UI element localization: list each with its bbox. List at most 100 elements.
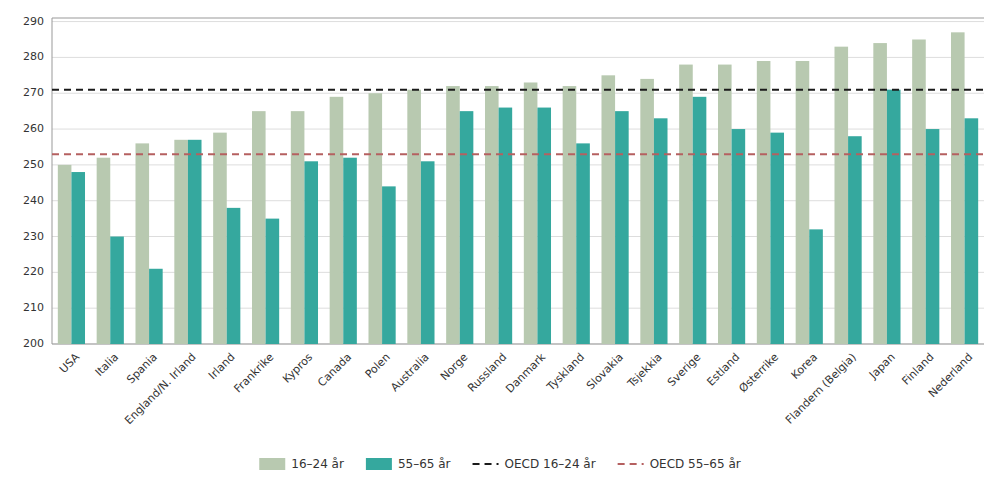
bar xyxy=(718,65,732,344)
bar xyxy=(848,136,862,344)
series xyxy=(58,32,965,344)
x-tick-label: Flandern (Belgia) xyxy=(783,351,859,427)
x-tick-label: Spania xyxy=(124,351,160,387)
x-tick-label: Slovakia xyxy=(584,351,626,393)
bar xyxy=(926,129,940,344)
grid xyxy=(52,22,984,344)
bar xyxy=(485,86,499,344)
bar xyxy=(174,140,188,344)
bar xyxy=(135,143,149,344)
bar xyxy=(732,129,746,344)
x-tick-label: Norge xyxy=(438,350,471,383)
bar xyxy=(640,79,654,344)
x-tick-label: Canada xyxy=(315,351,354,390)
bar xyxy=(524,82,538,344)
x-tick-label: USA xyxy=(57,350,83,376)
reference-line xyxy=(52,89,984,91)
bar xyxy=(499,108,513,344)
x-tick-label: England/N. Irland xyxy=(122,351,198,427)
bar xyxy=(330,97,344,344)
x-tick-label: Russland xyxy=(465,351,509,395)
grid-line xyxy=(52,21,984,22)
bar xyxy=(951,32,965,344)
bar xyxy=(304,161,318,344)
bar xyxy=(912,39,926,344)
bar xyxy=(421,161,435,344)
bar xyxy=(343,158,357,344)
bar xyxy=(679,65,693,344)
legend-label: OECD 16–24 år xyxy=(505,457,596,471)
bar xyxy=(291,111,305,344)
bar xyxy=(446,86,460,344)
y-tick-label: 220 xyxy=(23,265,44,278)
bar xyxy=(654,118,668,344)
bar xyxy=(965,118,979,344)
bar xyxy=(382,186,396,344)
bar xyxy=(58,165,72,344)
legend-label: OECD 55–65 år xyxy=(650,457,741,471)
bar xyxy=(71,172,85,344)
bar xyxy=(213,133,227,344)
legend-swatch xyxy=(366,458,392,470)
bar xyxy=(368,93,382,344)
legend-swatch xyxy=(618,463,644,465)
y-tick-label: 210 xyxy=(23,301,44,314)
x-tick-label: Finland xyxy=(900,351,937,388)
bar xyxy=(227,208,241,344)
plot-area xyxy=(52,32,984,344)
bar xyxy=(537,108,551,344)
bar xyxy=(601,75,615,344)
x-tick-label: Japan xyxy=(866,351,898,383)
bar xyxy=(252,111,266,344)
bar xyxy=(576,143,590,344)
bar xyxy=(407,90,421,344)
x-tick-label: Danmark xyxy=(503,350,548,395)
bar xyxy=(615,111,629,344)
bar xyxy=(110,237,124,344)
y-tick-label: 200 xyxy=(23,337,44,350)
legend: 16–24 år 55–65 år OECD 16–24 år OECD 55–65 … xyxy=(259,457,741,471)
legend-swatch xyxy=(473,463,499,465)
y-tick-label: 260 xyxy=(23,122,44,135)
legend-label: 55–65 år xyxy=(398,457,451,471)
x-tick-label: Kypros xyxy=(280,350,315,385)
y-tick-label: 280 xyxy=(23,50,44,63)
x-tick-label: Tyskland xyxy=(544,351,587,394)
legend-item: 55–65 år xyxy=(366,457,451,471)
bar xyxy=(770,133,784,344)
y-axis-line xyxy=(52,18,53,344)
legend-item: 16–24 år xyxy=(259,457,344,471)
bar xyxy=(873,43,887,344)
x-tick-label: Polen xyxy=(363,351,393,381)
bar xyxy=(97,158,111,344)
legend-swatch xyxy=(259,458,285,470)
bar xyxy=(796,61,810,344)
x-tick-label: Italia xyxy=(93,351,121,379)
bar xyxy=(693,97,707,344)
bar xyxy=(757,61,771,344)
x-tick-label: Korea xyxy=(789,351,820,382)
x-tick-label: Frankrike xyxy=(231,350,276,395)
legend-label: 16–24 år xyxy=(291,457,344,471)
x-tick-label: Nederland xyxy=(926,351,976,401)
top-axis-line xyxy=(52,18,984,19)
bar xyxy=(887,90,901,344)
x-tick-label: Sverige xyxy=(665,350,704,389)
bar xyxy=(266,219,280,344)
bar xyxy=(149,269,163,344)
y-tick-label: 290 xyxy=(23,15,44,28)
y-tick-label: 270 xyxy=(23,86,44,99)
x-tick-label: Tsjekkia xyxy=(624,351,664,391)
bar xyxy=(188,140,202,344)
reference-line xyxy=(52,153,984,155)
bar xyxy=(563,86,577,344)
chart: 200210220230240250260270280290USAItaliaS… xyxy=(0,0,1000,494)
x-tick-label: Irland xyxy=(206,351,237,382)
y-tick-label: 230 xyxy=(23,230,44,243)
bar xyxy=(809,229,823,344)
x-tick-label: Østerrike xyxy=(737,350,782,395)
legend-item: OECD 16–24 år xyxy=(473,457,596,471)
bar xyxy=(834,47,848,344)
y-tick-label: 240 xyxy=(23,194,44,207)
x-tick-label: Estland xyxy=(704,351,742,389)
